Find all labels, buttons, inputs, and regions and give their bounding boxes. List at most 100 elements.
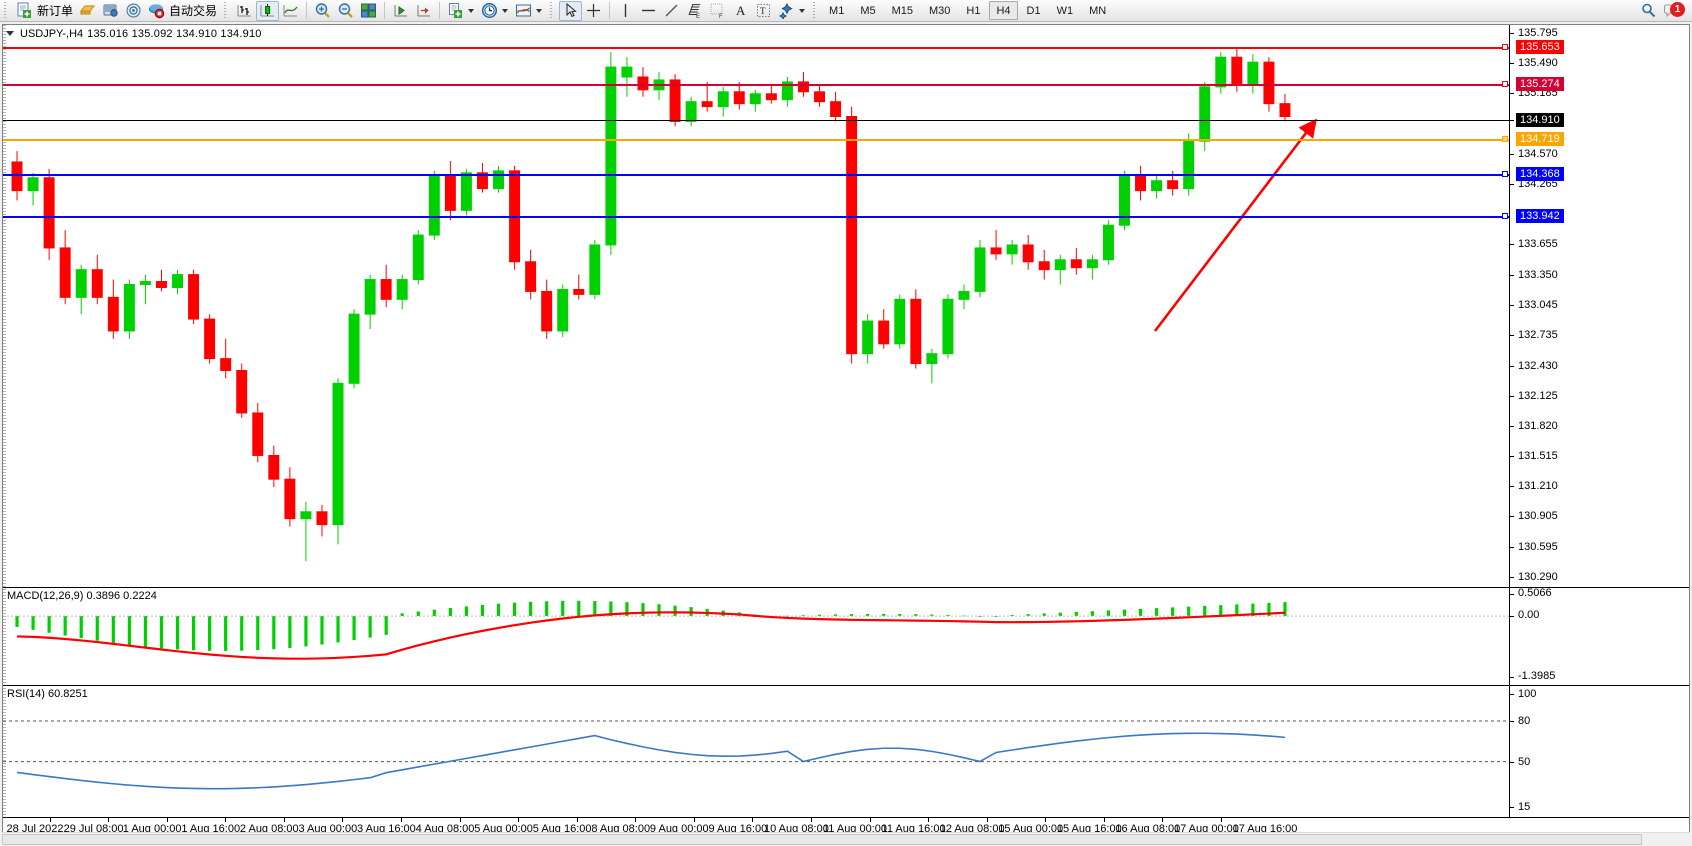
time-axis-tick bbox=[811, 818, 812, 822]
timeframe-h1[interactable]: H1 bbox=[966, 4, 981, 17]
time-axis-tick bbox=[635, 818, 636, 822]
new-order-label[interactable]: 新订单 bbox=[37, 4, 74, 18]
price-tick: 132.430 bbox=[1510, 360, 1689, 372]
price-tick-label: 135.795 bbox=[1518, 27, 1558, 39]
level-line-135-653[interactable] bbox=[3, 47, 1509, 49]
toolbar-grip-3[interactable] bbox=[549, 1, 557, 20]
tile-windows-icon[interactable] bbox=[357, 1, 380, 21]
price-pane[interactable]: USDJPY-,H4 135.016 135.092 134.910 134.9… bbox=[3, 25, 1689, 587]
macd-tick-label: -1.3985 bbox=[1518, 670, 1556, 682]
current-price-line-tag[interactable]: 134.910 bbox=[1516, 113, 1564, 127]
auto-scroll-icon[interactable] bbox=[412, 1, 435, 21]
rsi-plot-area[interactable] bbox=[3, 686, 1509, 817]
macd-plot-area[interactable] bbox=[3, 588, 1509, 685]
indicators-icon[interactable] bbox=[444, 1, 467, 21]
toolbar-grip-4[interactable] bbox=[812, 1, 820, 20]
level-line-133-942-tag[interactable]: 133.942 bbox=[1516, 209, 1564, 223]
price-tick: 132.735 bbox=[1510, 329, 1689, 341]
macd-tick-label: 0.5066 bbox=[1518, 587, 1552, 599]
level-line-135-653-anchor[interactable] bbox=[1502, 44, 1508, 50]
bar-chart-icon[interactable] bbox=[233, 1, 256, 21]
scrollbar-thumb[interactable] bbox=[2, 834, 1642, 845]
alert-badge: 1 bbox=[1670, 1, 1685, 17]
candlestick-chart-icon[interactable] bbox=[256, 0, 280, 21]
objects-icon[interactable] bbox=[775, 1, 798, 21]
data-window-icon[interactable] bbox=[76, 1, 99, 21]
toolbar-grip-2[interactable] bbox=[223, 1, 231, 20]
price-tick: 132.125 bbox=[1510, 390, 1689, 402]
macd-pane[interactable]: MACD(12,26,9) 0.3896 0.2224 0.5066 0.00 -1… bbox=[3, 587, 1689, 685]
timeframe-w1[interactable]: W1 bbox=[1056, 4, 1074, 17]
price-plot-area[interactable] bbox=[3, 25, 1509, 587]
level-line-133-942-anchor[interactable] bbox=[1502, 213, 1508, 219]
text-label-icon[interactable]: T bbox=[752, 1, 775, 21]
timeframe-h4[interactable]: H4 bbox=[989, 1, 1018, 20]
toolbar-grip[interactable] bbox=[3, 1, 10, 20]
timeframe-mn[interactable]: MN bbox=[1089, 4, 1107, 17]
macd-label: MACD(12,26,9) 0.3896 0.2224 bbox=[7, 590, 157, 602]
level-line-134-719-anchor[interactable] bbox=[1502, 136, 1508, 142]
chevron-down-icon[interactable] bbox=[468, 8, 475, 13]
timeframe-d1[interactable]: D1 bbox=[1026, 4, 1041, 17]
rsi-tick-label: 80 bbox=[1518, 715, 1531, 728]
search-icon[interactable] bbox=[1637, 1, 1660, 21]
chart-window[interactable]: USDJPY-,H4 135.016 135.092 134.910 134.9… bbox=[2, 24, 1690, 844]
level-line-135-653-tag[interactable]: 135.653 bbox=[1516, 40, 1564, 54]
level-line-135-274-tag[interactable]: 135.274 bbox=[1516, 77, 1564, 91]
timeframe-m5[interactable]: M5 bbox=[860, 4, 876, 17]
chevron-down-icon-3[interactable] bbox=[536, 8, 543, 13]
cursor-icon[interactable] bbox=[559, 0, 583, 21]
price-tick-label: 131.210 bbox=[1518, 480, 1558, 493]
rsi-series bbox=[3, 720, 1509, 790]
alerts-icon[interactable]: 1 bbox=[1660, 1, 1686, 21]
fibo-retracement-icon[interactable]: E bbox=[683, 1, 706, 21]
line-chart-icon[interactable] bbox=[279, 1, 302, 21]
timeframe-m30[interactable]: M30 bbox=[929, 4, 951, 17]
level-line-134-368[interactable] bbox=[3, 174, 1509, 176]
price-tick-label: 130.905 bbox=[1518, 510, 1558, 523]
templates-icon[interactable] bbox=[512, 1, 535, 21]
period-icon[interactable] bbox=[478, 1, 501, 21]
hline-icon[interactable] bbox=[637, 1, 660, 21]
macd-tick-label: 0.00 bbox=[1518, 609, 1540, 622]
time-axis-tick bbox=[225, 818, 226, 822]
timeframe-m15[interactable]: M15 bbox=[891, 4, 913, 17]
price-tick-label: 133.045 bbox=[1518, 298, 1558, 311]
level-line-135-274[interactable] bbox=[3, 84, 1509, 86]
level-line-134-368-tag[interactable]: 134.368 bbox=[1516, 167, 1564, 181]
new-order-icon[interactable] bbox=[13, 1, 36, 21]
rsi-pane[interactable]: RSI(14) 60.8251 100 80 50 15 bbox=[3, 685, 1689, 817]
chart-shift-icon[interactable] bbox=[389, 1, 412, 21]
level-line-134-719-tag[interactable]: 134.719 bbox=[1516, 132, 1564, 146]
time-axis-tick bbox=[50, 818, 51, 822]
text-icon[interactable]: A bbox=[729, 1, 752, 21]
auto-trading-icon[interactable] bbox=[145, 1, 168, 21]
vline-icon[interactable] bbox=[614, 1, 637, 21]
zoom-out-icon[interactable] bbox=[334, 1, 357, 21]
trendline-icon[interactable] bbox=[660, 1, 683, 21]
zoom-in-icon[interactable] bbox=[311, 1, 334, 21]
terminal-icon[interactable] bbox=[99, 1, 122, 21]
price-tick-label: 132.430 bbox=[1518, 359, 1558, 372]
price-scale[interactable]: 135.795135.490135.185134.910134.570134.2… bbox=[1509, 25, 1689, 587]
level-line-134-368-anchor[interactable] bbox=[1502, 171, 1508, 177]
macd-tick bbox=[1510, 677, 1514, 678]
current-price-line[interactable] bbox=[3, 120, 1509, 121]
chevron-down-icon-chart[interactable] bbox=[6, 31, 14, 36]
price-tick-label: 131.515 bbox=[1518, 449, 1558, 462]
toolbar-separator bbox=[306, 2, 308, 19]
chevron-down-icon-2[interactable] bbox=[502, 8, 509, 13]
time-axis-tick bbox=[1221, 818, 1222, 822]
time-axis-tick bbox=[752, 818, 753, 822]
crosshair-icon[interactable] bbox=[582, 1, 605, 21]
price-tick: 133.350 bbox=[1510, 269, 1689, 281]
level-line-133-942[interactable] bbox=[3, 216, 1509, 218]
level-line-134-719[interactable] bbox=[3, 139, 1509, 141]
chevron-down-icon-4[interactable] bbox=[799, 8, 806, 13]
auto-trading-label[interactable]: 自动交易 bbox=[169, 4, 218, 18]
horizontal-scrollbar[interactable] bbox=[2, 832, 1690, 845]
level-line-135-274-anchor[interactable] bbox=[1502, 81, 1508, 87]
timeframe-m1[interactable]: M1 bbox=[829, 4, 845, 17]
navigator-icon[interactable] bbox=[122, 1, 145, 21]
equidistant-channel-icon[interactable]: F bbox=[706, 1, 729, 21]
